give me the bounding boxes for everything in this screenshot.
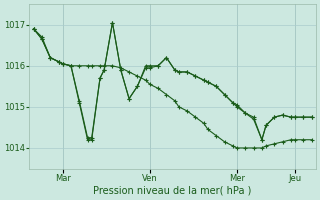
X-axis label: Pression niveau de la mer( hPa ): Pression niveau de la mer( hPa ) bbox=[93, 186, 252, 196]
